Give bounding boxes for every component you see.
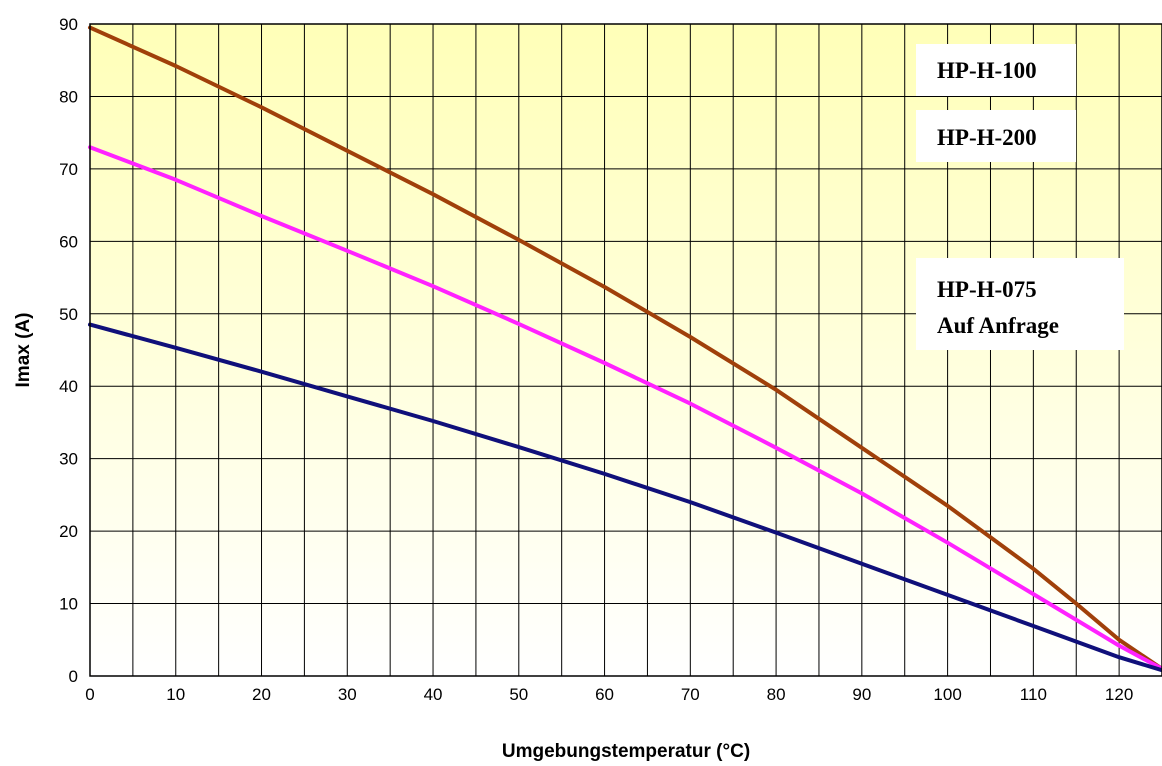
y-tick-label: 80 [59,87,78,106]
y-tick-label: 50 [59,305,78,324]
x-tick-label: 100 [933,685,961,704]
annotation-hp-h-075: HP-H-075 Auf Anfrage [916,258,1124,350]
annotation-hp-h-075-text: HP-H-075 [937,277,1037,302]
tick-labels: 0 10 20 30 40 50 60 70 80 90 100 110 120 0 10 20 30 40 50 6… [59,15,1133,704]
annotation-hp-h-200-text: HP-H-200 [937,125,1037,150]
y-tick-label: 70 [59,160,78,179]
plot-border [89,23,1162,677]
series-line-hp-h-100 [88,145,1162,671]
x-tick-label: 20 [252,685,271,704]
x-tick-label: 40 [424,685,443,704]
x-tick-label: 50 [509,685,528,704]
x-tick-label: 60 [595,685,614,704]
x-tick-label: 110 [1020,685,1047,704]
y-tick-label: 60 [59,232,78,251]
x-tick-label: 30 [338,685,357,704]
annotation-hp-h-100-text: HP-H-100 [937,58,1037,83]
x-axis-title: Umgebungstemperatur (°C) [502,741,750,762]
x-tick-label: 80 [767,685,786,704]
y-tick-label: 90 [59,15,78,34]
y-tick-label: 30 [59,450,78,469]
y-tick-label: 20 [59,522,78,541]
annotation-hp-h-100: HP-H-100 [916,44,1076,96]
y-tick-label: 40 [59,377,78,396]
x-tick-label: 0 [85,685,94,704]
y-axis-title: Imax (A) [13,313,34,388]
annotation-hp-h-075-subtext: Auf Anfrage [937,313,1059,338]
series-layer [88,25,1162,673]
x-tick-label: 10 [166,685,185,704]
series-line-hp-h-075 [88,25,1162,671]
x-tick-label: 70 [681,685,700,704]
annotation-hp-h-200: HP-H-200 [916,110,1076,162]
series-line-hp-h-200 [88,322,1162,673]
x-tick-label: 120 [1105,685,1133,704]
y-tick-label: 10 [59,595,78,614]
y-tick-label: 0 [69,667,78,686]
x-tick-label: 90 [852,685,871,704]
